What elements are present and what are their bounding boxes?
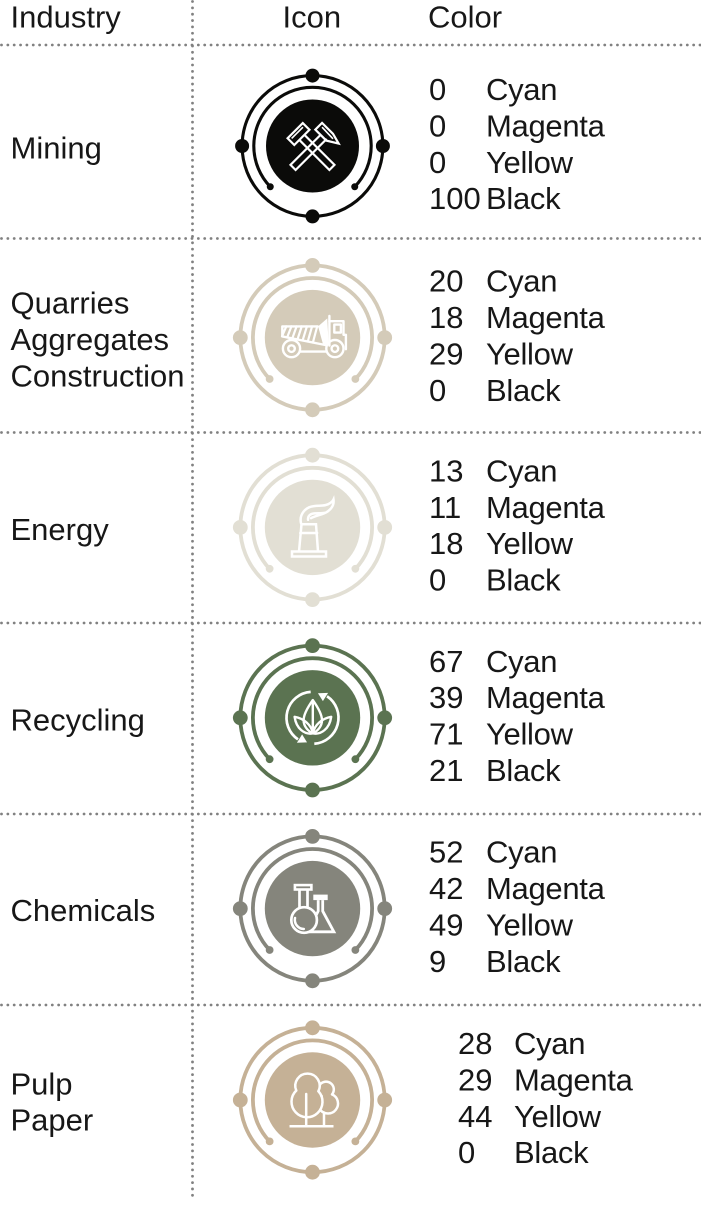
svg-text:Black: Black	[486, 753, 561, 788]
svg-text:29: 29	[458, 1062, 492, 1097]
svg-text:Icon: Icon	[283, 0, 342, 35]
svg-text:28: 28	[458, 1026, 492, 1061]
svg-text:Black: Black	[486, 563, 561, 598]
svg-text:Cyan: Cyan	[486, 835, 557, 870]
svg-text:Recycling: Recycling	[11, 702, 145, 737]
svg-text:Magenta: Magenta	[514, 1062, 634, 1097]
svg-text:13: 13	[429, 453, 463, 488]
svg-text:Yellow: Yellow	[486, 145, 574, 180]
svg-text:49: 49	[429, 907, 463, 942]
svg-text:18: 18	[429, 300, 463, 335]
svg-text:Cyan: Cyan	[486, 453, 557, 488]
svg-text:Aggregates: Aggregates	[11, 322, 170, 357]
svg-text:Magenta: Magenta	[486, 680, 606, 715]
svg-text:Magenta: Magenta	[486, 108, 606, 143]
svg-text:52: 52	[429, 835, 463, 870]
svg-text:Black: Black	[514, 1135, 589, 1170]
svg-text:Yellow: Yellow	[486, 336, 574, 371]
svg-text:100: 100	[429, 181, 481, 216]
svg-text:18: 18	[429, 526, 463, 561]
svg-text:21: 21	[429, 753, 463, 788]
svg-text:Cyan: Cyan	[486, 264, 557, 299]
svg-text:Paper: Paper	[11, 1103, 94, 1138]
svg-text:0: 0	[429, 373, 446, 408]
svg-text:Cyan: Cyan	[514, 1026, 585, 1061]
svg-text:Yellow: Yellow	[486, 717, 574, 752]
svg-text:Yellow: Yellow	[514, 1099, 602, 1134]
svg-text:Pulp: Pulp	[11, 1066, 73, 1101]
svg-text:67: 67	[429, 644, 463, 679]
svg-text:0: 0	[458, 1135, 475, 1170]
svg-text:Magenta: Magenta	[486, 490, 606, 525]
svg-text:Industry: Industry	[11, 0, 122, 35]
svg-text:0: 0	[429, 145, 446, 180]
svg-text:Chemicals: Chemicals	[11, 893, 156, 928]
svg-text:Black: Black	[486, 181, 561, 216]
svg-text:Quarries: Quarries	[11, 286, 130, 321]
svg-text:Yellow: Yellow	[486, 526, 574, 561]
svg-text:9: 9	[429, 944, 446, 979]
svg-text:11: 11	[429, 490, 461, 525]
svg-text:Yellow: Yellow	[486, 907, 574, 942]
svg-text:0: 0	[429, 72, 446, 107]
svg-text:Magenta: Magenta	[486, 300, 606, 335]
svg-text:Magenta: Magenta	[486, 871, 606, 906]
svg-text:Construction: Construction	[11, 359, 185, 394]
svg-text:Black: Black	[486, 944, 561, 979]
svg-text:0: 0	[429, 563, 446, 598]
svg-text:0: 0	[429, 108, 446, 143]
svg-text:71: 71	[429, 717, 463, 752]
svg-text:Cyan: Cyan	[486, 72, 557, 107]
svg-text:20: 20	[429, 264, 463, 299]
svg-text:Mining: Mining	[11, 131, 102, 166]
svg-text:29: 29	[429, 336, 463, 371]
svg-text:Black: Black	[486, 373, 561, 408]
svg-text:42: 42	[429, 871, 463, 906]
svg-text:Color: Color	[428, 0, 502, 35]
svg-text:44: 44	[458, 1099, 492, 1134]
svg-text:39: 39	[429, 680, 463, 715]
svg-text:Cyan: Cyan	[486, 644, 557, 679]
svg-text:Energy: Energy	[11, 512, 110, 547]
